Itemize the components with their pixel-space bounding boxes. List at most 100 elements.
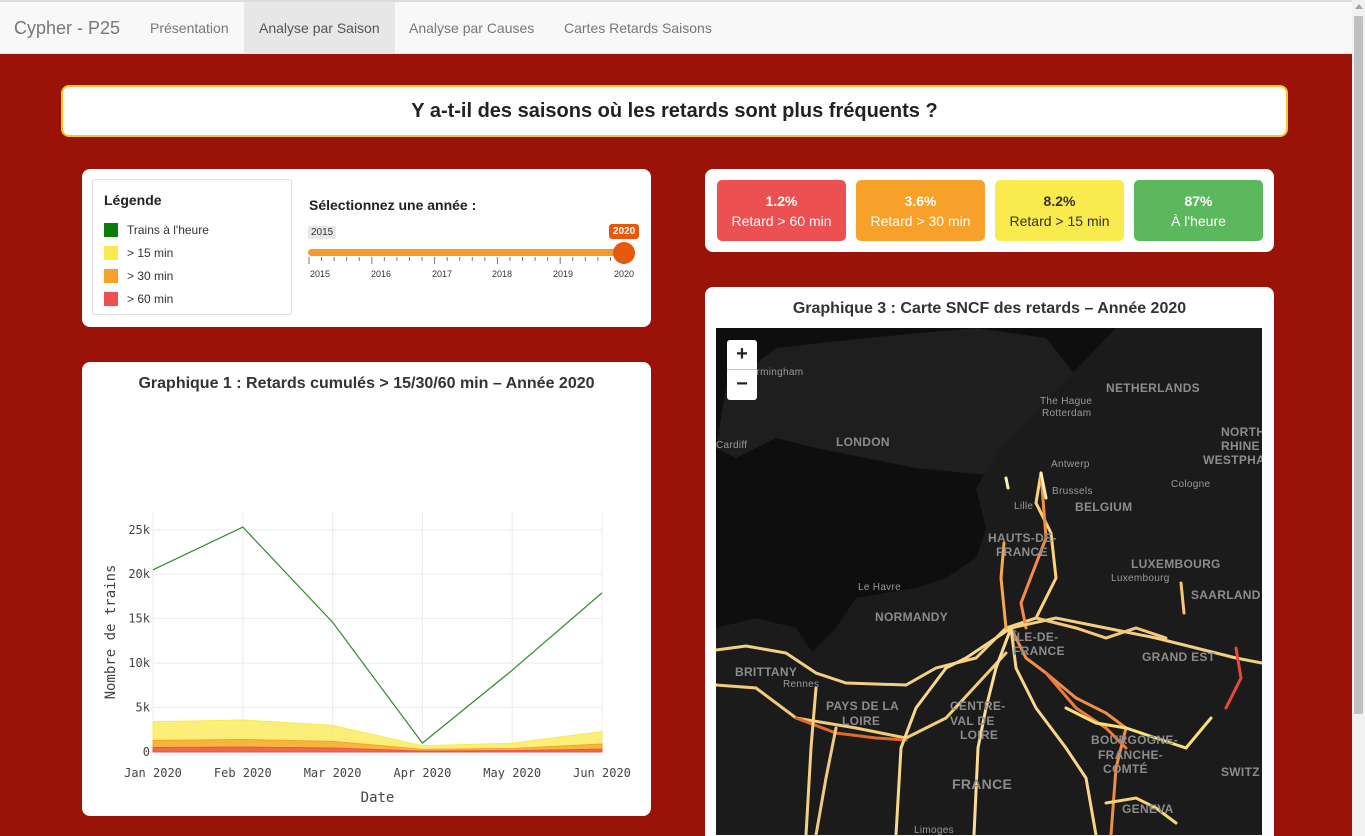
kpi-label: Retard > 60 min — [731, 213, 832, 229]
map-label: FRANCE — [1013, 644, 1065, 658]
map-label: Limoges — [914, 825, 954, 835]
chart1-plot[interactable]: 0 5k 10k 15k 20k 25k Jan 2020 Feb 2020 Mar 2020 A… — [82, 362, 651, 816]
map-background — [716, 328, 1262, 835]
map-label: WESTPHA — [1203, 453, 1262, 467]
legend-item-60: > 60 min — [104, 287, 280, 310]
year-selector-label: Sélectionnez une année : — [309, 197, 477, 213]
x-tick-label: Jan 2020 — [124, 766, 182, 780]
kpi-on-time: 87% À l'heure — [1134, 180, 1263, 241]
map-label: LUXEMBOURG — [1131, 557, 1221, 571]
map-label: SAARLAND — [1191, 588, 1261, 602]
slider-value-label: 2020 — [609, 224, 640, 239]
x-tick-label: Jun 2020 — [573, 766, 631, 780]
y-tick-label: 0 — [143, 745, 150, 759]
kpi-value: 3.6% — [904, 193, 937, 209]
kpi-panel: 1.2% Retard > 60 min 3.6% Retard > 30 mi… — [705, 169, 1274, 252]
legend-swatch — [104, 291, 118, 306]
map-label: BRITTANY — [735, 665, 798, 679]
slider-tick-label: 2019 — [552, 269, 574, 279]
legend-swatch — [104, 222, 118, 237]
map-label: Lille — [1014, 501, 1034, 512]
zoom-out-button[interactable]: − — [736, 373, 748, 395]
map-label: Brussels — [1052, 486, 1093, 497]
slider-min-label: 2015 — [308, 226, 337, 239]
tab-analyse-causes[interactable]: Analyse par Causes — [409, 20, 535, 36]
map-label: GRAND EST — [1142, 650, 1216, 664]
year-slider-handle[interactable] — [613, 242, 635, 264]
map-label: VAL DE — [950, 714, 995, 728]
map-label: LONDON — [836, 435, 890, 449]
legend-item-on-time: Trains à l'heure — [104, 218, 280, 241]
x-tick-label: Feb 2020 — [214, 766, 272, 780]
y-tick-label: 15k — [128, 612, 150, 626]
y-tick-label: 10k — [128, 656, 150, 670]
y-tick-label: 25k — [128, 523, 150, 537]
map-label: NORTH — [1221, 425, 1262, 439]
map-label: CENTRE- — [950, 699, 1006, 713]
year-slider-track[interactable] — [308, 249, 624, 256]
map-label: FRANCE — [952, 776, 1013, 792]
legend-label: > 30 min — [127, 268, 174, 283]
legend: Légende Trains à l'heure > 15 min > 30 m… — [92, 179, 292, 315]
page-scrollbar[interactable] — [1352, 0, 1365, 836]
slider-ticks — [308, 257, 624, 264]
map-label: irmingham — [754, 367, 804, 378]
legend-swatch — [104, 268, 118, 283]
series-area-gt60 — [152, 746, 603, 753]
map-label: Le Havre — [858, 582, 901, 593]
map-label: NORMANDY — [875, 610, 949, 624]
chart1-panel: Graphique 1 : Retards cumulés > 15/30/60… — [82, 362, 651, 816]
y-axis-title: Nombre de trains — [103, 565, 119, 700]
tab-analyse-saison[interactable]: Analyse par Saison — [244, 2, 395, 54]
x-axis-title: Date — [361, 790, 395, 806]
map-label: ÎLE-DE- — [1013, 630, 1059, 644]
scroll-up-icon[interactable] — [1355, 4, 1363, 9]
rail-lines — [716, 471, 1262, 835]
y-tick-label: 20k — [128, 567, 150, 581]
legend-item-15: > 15 min — [104, 241, 280, 264]
map-label: SWITZ — [1221, 765, 1260, 779]
map-label: LOIRE — [960, 728, 999, 742]
map-label: BOURGOGNE- — [1091, 733, 1178, 747]
sncf-delay-map[interactable]: irmingham The Hague Rotterdam NETHERLAND… — [716, 328, 1262, 835]
legend-label: > 15 min — [127, 245, 174, 260]
kpi-value: 1.2% — [765, 193, 798, 209]
series-line-on_time — [152, 526, 603, 744]
kpi-value: 8.2% — [1043, 193, 1076, 209]
scroll-thumb[interactable] — [1354, 16, 1363, 714]
tab-presentation[interactable]: Présentation — [150, 20, 229, 36]
map-label: Cardiff — [716, 440, 748, 451]
map-label: FRANCE — [996, 545, 1048, 559]
kpi-retard-15: 8.2% Retard > 15 min — [995, 180, 1124, 241]
map-label: The Hague — [1040, 396, 1093, 407]
map-label: Rennes — [783, 679, 820, 690]
tab-cartes-retards[interactable]: Cartes Retards Saisons — [564, 20, 712, 36]
brand-title[interactable]: Cypher - P25 — [14, 18, 121, 38]
kpi-retard-60: 1.2% Retard > 60 min — [717, 180, 846, 241]
map-label: HAUTS-DE- — [988, 531, 1057, 545]
kpi-value: 87% — [1184, 193, 1213, 209]
kpi-retard-30: 3.6% Retard > 30 min — [856, 180, 985, 241]
legend-swatch — [104, 245, 118, 260]
legend-title: Légende — [104, 192, 162, 208]
map-label: Cologne — [1171, 479, 1211, 490]
legend-label: > 60 min — [127, 291, 174, 306]
kpi-label: À l'heure — [1171, 213, 1226, 229]
map-label: FRANCHE- — [1098, 748, 1164, 762]
map-label: LOIRE — [842, 714, 881, 728]
map-label: COMTÉ — [1103, 762, 1148, 776]
map-label: NETHERLANDS — [1106, 381, 1200, 395]
map-title: Graphique 3 : Carte SNCF des retards – A… — [792, 300, 1187, 317]
legend-item-30: > 30 min — [104, 264, 280, 287]
zoom-in-button[interactable]: + — [727, 340, 757, 370]
page-title: Y a-t-il des saisons où les retards sont… — [61, 85, 1288, 137]
chart1-title: Graphique 1 : Retards cumulés > 15/30/60… — [138, 375, 595, 392]
legend-label: Trains à l'heure — [127, 222, 209, 237]
map-label: PAYS DE LA — [826, 699, 900, 713]
map-zoom-control: + − — [727, 340, 757, 400]
x-tick-label: Mar 2020 — [304, 766, 362, 780]
top-navbar: Cypher - P25 Présentation Analyse par Sa… — [0, 0, 1352, 54]
slider-tick-label: 2015 — [309, 269, 331, 279]
map-panel: Graphique 3 : Carte SNCF des retards – A… — [705, 287, 1274, 836]
slider-tick-label: 2018 — [491, 269, 513, 279]
